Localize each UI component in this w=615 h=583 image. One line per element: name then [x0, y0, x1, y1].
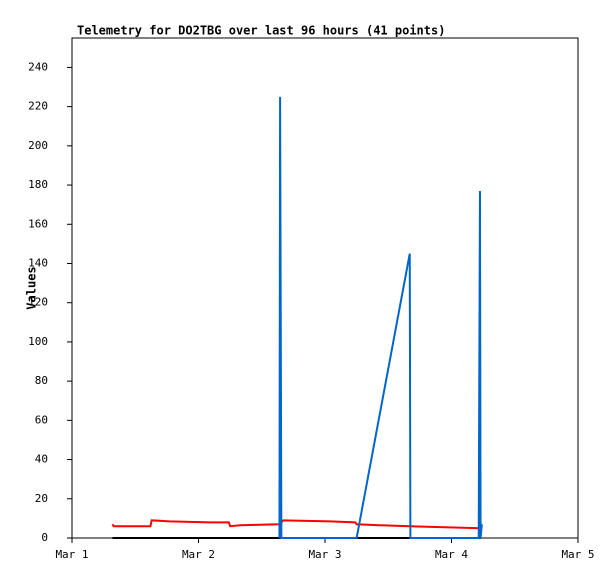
y-tick-label: 60 [35, 413, 48, 426]
y-tick-label: 160 [28, 217, 48, 230]
series-line [278, 96, 483, 539]
series-line [111, 519, 481, 530]
x-tick-label: Mar 3 [308, 548, 341, 561]
x-tick-label: Mar 5 [561, 548, 594, 561]
y-tick-label: 200 [28, 139, 48, 152]
y-tick-label: 240 [28, 60, 48, 73]
y-tick-label: 140 [28, 256, 48, 269]
plot-frame [71, 37, 579, 539]
y-tick-label: 20 [35, 492, 48, 505]
chart-title: Telemetry for DO2TBG over last 96 hours … [77, 24, 445, 38]
y-tick-label: 120 [28, 296, 48, 309]
y-axis-label: Values [25, 266, 39, 309]
y-tick-label: 100 [28, 335, 48, 348]
x-tick-label: Mar 4 [435, 548, 468, 561]
y-tick-label: 220 [28, 100, 48, 113]
y-tick-label: 0 [41, 531, 48, 544]
x-tick-label: Mar 2 [182, 548, 215, 561]
y-tick-label: 180 [28, 178, 48, 191]
y-tick-label: 80 [35, 374, 48, 387]
x-tick-label: Mar 1 [55, 548, 88, 561]
y-tick-label: 40 [35, 453, 48, 466]
